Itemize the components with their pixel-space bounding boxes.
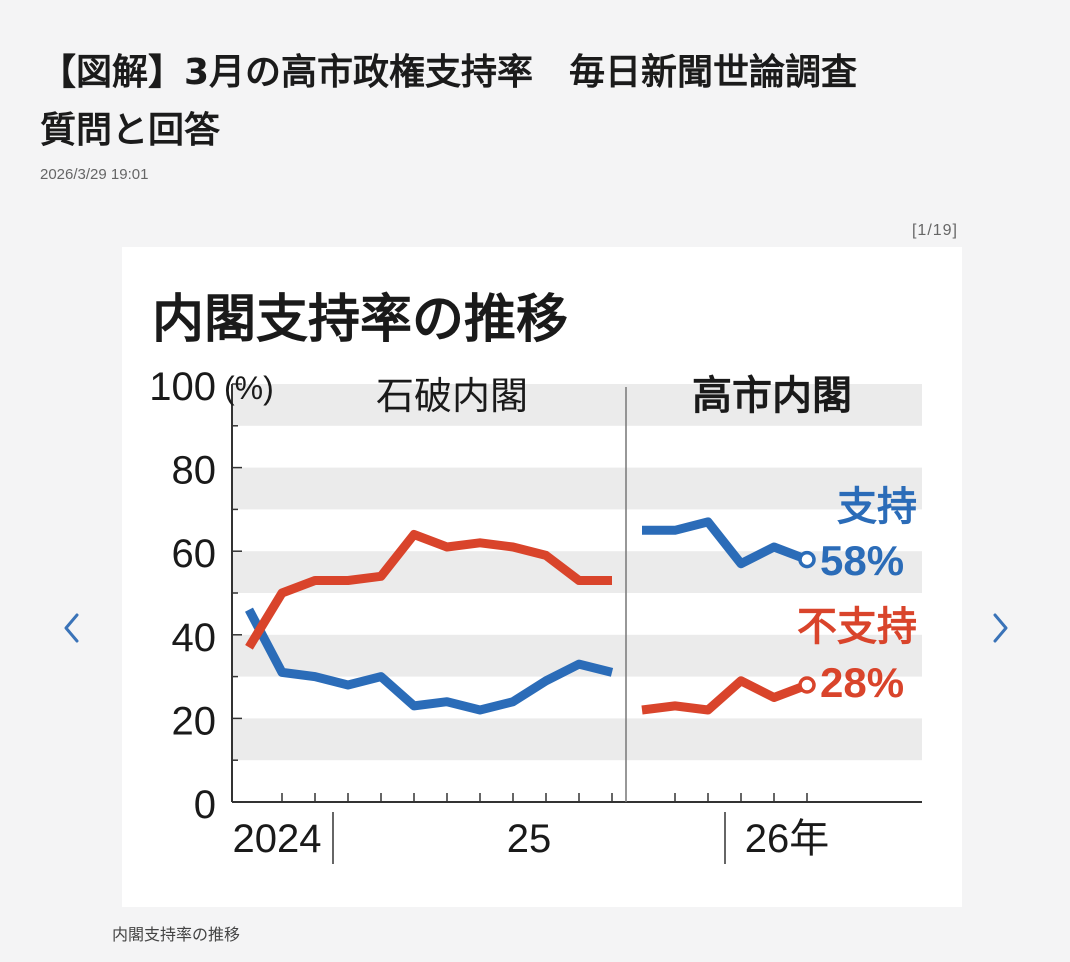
grid-band [232, 718, 922, 761]
series-label-support: 支持 [837, 484, 917, 530]
support-data-point [248, 609, 250, 611]
publish-timestamp: 2026/3/29 19:01 [40, 166, 149, 183]
disapprove-data-point [380, 575, 382, 577]
disapprove-data-point [314, 580, 316, 582]
disapprove-data-point [674, 705, 676, 707]
grid-band [232, 384, 922, 426]
grid-band [232, 467, 922, 510]
article-title: 【図解】3月の高市政権支持率 毎日新聞世論調査 質問と回答 [40, 44, 1000, 160]
series-label-disapprove: 不支持 [797, 604, 917, 650]
disapprove-data-point [611, 580, 613, 582]
support-data-point [380, 676, 382, 678]
support-end-marker [798, 550, 816, 569]
previous-image-button[interactable] [52, 608, 92, 648]
disapprove-data-point [413, 534, 415, 536]
support-data-point [707, 521, 709, 523]
image-caption: 内閣支持率の推移 [112, 925, 241, 944]
support-data-point [545, 680, 547, 682]
support-data-point [314, 676, 316, 678]
y-tick-label: 0 [194, 783, 216, 827]
disapprove-data-point [512, 546, 514, 548]
disapprove-data-point [578, 580, 580, 582]
disapprove-data-point [479, 542, 481, 544]
period-label-takaichi: 高市内閣 [692, 373, 852, 419]
disapprove-data-point [740, 680, 742, 682]
support-data-point [347, 684, 349, 686]
y-tick-label: 80 [172, 449, 217, 493]
disapprove-data-point [707, 709, 709, 711]
article-title-line-1: 【図解】3月の高市政権支持率 毎日新聞世論調査 [40, 52, 858, 93]
support-data-point [512, 701, 514, 703]
disapprove-data-point [545, 554, 547, 556]
support-data-point [281, 671, 283, 673]
article-title-line-2: 質問と回答 [40, 110, 221, 151]
y-tick-label: 60 [172, 532, 217, 576]
x-tick-label: 25 [507, 817, 552, 861]
series-value-support: 58% [820, 537, 904, 584]
disapprove-data-point [446, 546, 448, 548]
support-data-point [446, 701, 448, 703]
y-tick-label: 100 [149, 365, 216, 409]
disapprove-data-point [281, 592, 283, 594]
disapprove-series-line [641, 676, 809, 715]
chevron-right-icon [993, 613, 1008, 643]
y-tick-label: 40 [172, 616, 217, 660]
support-data-point [641, 529, 643, 531]
disapprove-data-point [248, 646, 250, 648]
disapprove-series-line [245, 530, 612, 650]
support-data-point [740, 563, 742, 565]
gallery-counter: [1/19] [911, 222, 958, 239]
support-data-point [479, 709, 481, 711]
support-data-point [674, 529, 676, 531]
next-image-button[interactable] [980, 608, 1020, 648]
grid-band [232, 551, 922, 593]
series-value-disapprove: 28% [820, 659, 904, 706]
support-data-point [773, 546, 775, 548]
disapprove-data-point [347, 580, 349, 582]
y-tick-label: 20 [172, 699, 217, 743]
support-series-line [642, 517, 809, 569]
support-data-point [611, 671, 613, 673]
disapprove-data-point [641, 709, 643, 711]
disapprove-end-marker [798, 676, 816, 694]
chart-figure: 内閣支持率の推移 0 20 40 60 80 100 2024 25 26年 (%) 石破内閣 … [122, 247, 962, 907]
chart-title: 内閣支持率の推移 [152, 290, 568, 350]
support-data-point [413, 705, 415, 707]
x-tick-label: 26年 [745, 817, 830, 861]
x-tick-label: 2024 [233, 817, 322, 861]
support-series-line [245, 607, 614, 715]
chevron-left-icon [64, 613, 79, 643]
period-label-ishiba: 石破内閣 [376, 374, 528, 418]
disapprove-data-point [773, 697, 775, 699]
support-data-point [578, 663, 580, 665]
y-unit-label: (%) [224, 370, 274, 406]
